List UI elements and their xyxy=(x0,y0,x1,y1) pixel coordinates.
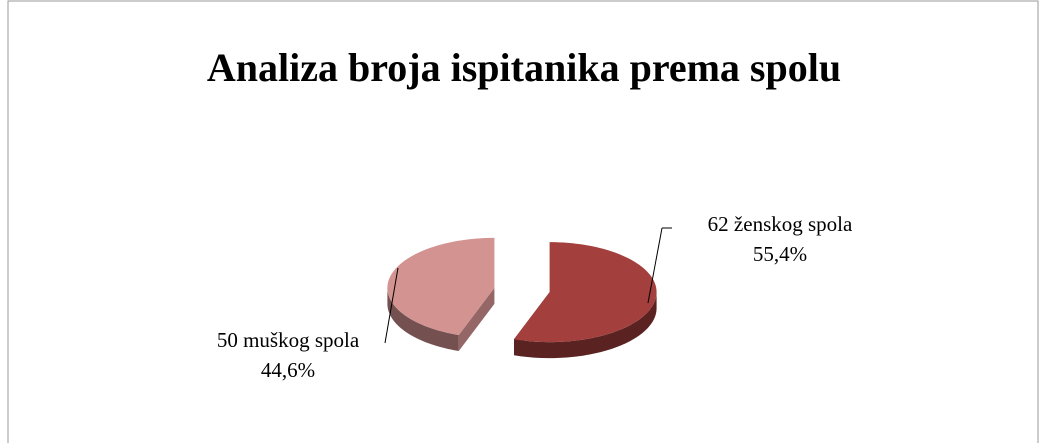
pie-slice xyxy=(387,237,495,336)
slice-value-label: 55,4% xyxy=(753,242,807,266)
slice-label: 62 ženskog spola xyxy=(708,212,853,236)
slice-side xyxy=(387,287,459,352)
pie xyxy=(387,237,657,359)
slice-label: 50 muškog spola xyxy=(217,328,360,352)
chart-title: Analiza broja ispitanika prema spolu xyxy=(207,45,841,90)
chart-frame xyxy=(7,0,1039,443)
slice-side xyxy=(513,292,657,359)
leader-line xyxy=(647,227,663,304)
pie-slice xyxy=(513,242,657,343)
slice-cut-face xyxy=(458,287,495,352)
leader-line xyxy=(384,267,399,344)
slice-value-label: 44,6% xyxy=(261,358,315,382)
